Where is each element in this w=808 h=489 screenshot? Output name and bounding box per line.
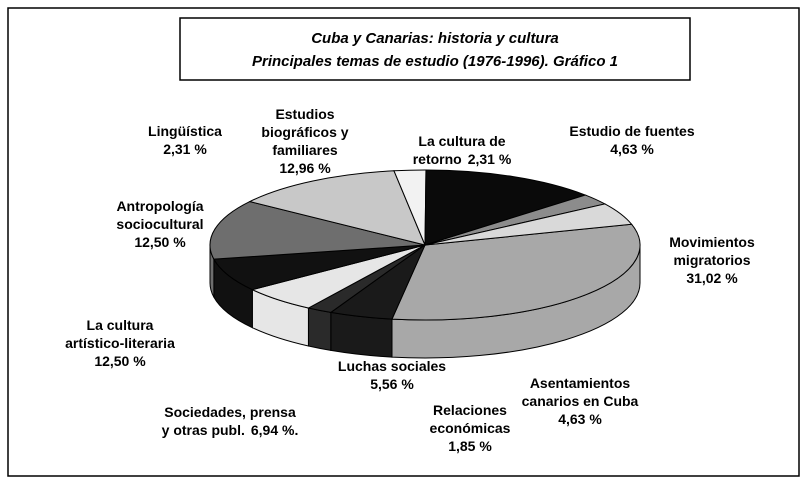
slice-side bbox=[307, 307, 332, 352]
slice-label: Movimientos migratorios bbox=[669, 234, 755, 268]
slice-label: Estudios biográficos y familiares bbox=[261, 106, 348, 158]
label-line: retorno bbox=[413, 151, 462, 167]
label-line: Antropología bbox=[116, 198, 203, 214]
slice-label: Estudio de fuentes bbox=[569, 123, 694, 139]
value-label: 12,50 % bbox=[134, 234, 186, 250]
labels: Movimientos migratorios 31,02 % Asentamient… bbox=[65, 106, 755, 454]
value-label: 31,02 % bbox=[686, 270, 738, 286]
label-line: La cultura de bbox=[418, 133, 505, 149]
label-line: canarios en Cuba bbox=[522, 393, 639, 409]
label-line: Sociedades, prensa bbox=[164, 404, 296, 420]
label-line: Relaciones bbox=[433, 402, 507, 418]
slice bbox=[391, 223, 641, 321]
value-label: 1,85 % bbox=[448, 438, 492, 454]
slice-label: Luchas sociales bbox=[338, 358, 446, 374]
title-box bbox=[179, 17, 691, 81]
label-line: La cultura bbox=[87, 317, 154, 333]
label-line: migratorios bbox=[673, 252, 750, 268]
chart-subtitle: Principales temas de estudio (1976-1996)… bbox=[252, 53, 618, 70]
value-label: 5,56 % bbox=[370, 376, 414, 392]
value-label: 2,31 % bbox=[468, 151, 512, 167]
slice-label: La cultura de retorno 2,31 % bbox=[413, 133, 512, 167]
label-line: y otras publ. bbox=[162, 422, 245, 438]
label-line: artístico-literaria bbox=[65, 335, 175, 351]
slice-label: Sociedades, prensa y otras publ. 6,94 %. bbox=[162, 404, 299, 438]
label-line: Lingüística bbox=[148, 123, 222, 139]
label-line: Movimientos bbox=[669, 234, 755, 250]
label-line: Asentamientos bbox=[530, 375, 631, 391]
slice-label: Lingüística bbox=[148, 123, 222, 139]
slice-label: Relaciones económicas bbox=[430, 402, 511, 436]
label-line: biográficos y bbox=[261, 124, 348, 140]
label-line: Estudio de fuentes bbox=[569, 123, 694, 139]
slice bbox=[424, 169, 587, 246]
slice-side bbox=[330, 311, 393, 358]
slice bbox=[248, 170, 426, 246]
label-line: sociocultural bbox=[116, 216, 203, 232]
slice-label: La cultura artístico-literaria bbox=[65, 317, 175, 351]
value-label: 2,31 % bbox=[163, 141, 207, 157]
value-label: 4,63 % bbox=[610, 141, 654, 157]
value-label: 12,96 % bbox=[279, 160, 331, 176]
label-line: económicas bbox=[430, 420, 511, 436]
slice bbox=[424, 203, 633, 246]
label-line: familiares bbox=[272, 142, 338, 158]
slice-label: Antropología sociocultural bbox=[116, 198, 203, 232]
slice-label: Asentamientos canarios en Cuba bbox=[522, 375, 639, 409]
slice bbox=[209, 201, 426, 260]
value-label: 12,50 % bbox=[94, 353, 146, 369]
chart-title: Cuba y Canarias: historia y cultura bbox=[311, 30, 559, 47]
label-line: Estudios bbox=[275, 106, 334, 122]
label-line: Luchas sociales bbox=[338, 358, 446, 374]
pie bbox=[209, 169, 641, 359]
value-label: 6,94 %. bbox=[251, 422, 298, 438]
value-label: 4,63 % bbox=[558, 411, 602, 427]
